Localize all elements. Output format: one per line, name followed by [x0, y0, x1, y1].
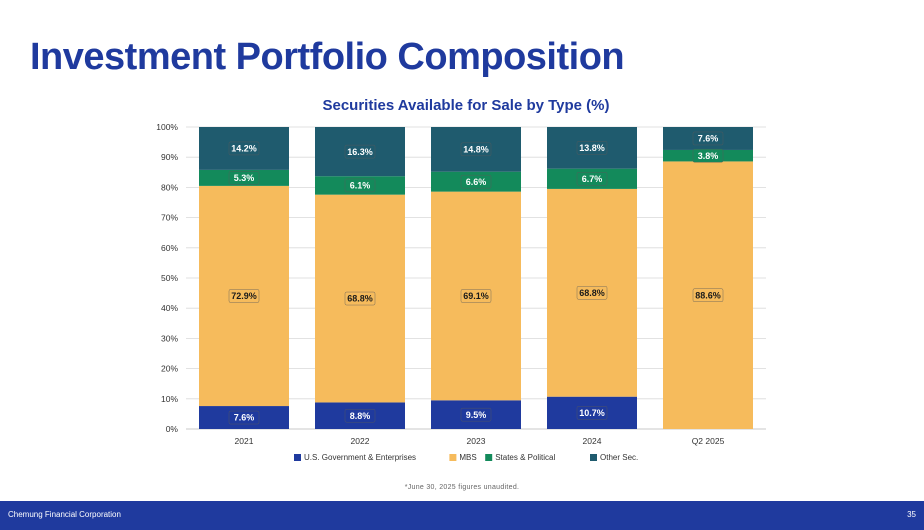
data-label-text: 5.3%: [234, 173, 255, 183]
data-label-text: 68.8%: [579, 288, 605, 298]
x-tick-label: 2023: [467, 436, 486, 446]
data-label-box: [228, 171, 260, 185]
data-label-text: 8.8%: [350, 411, 371, 421]
x-tick-label: 2024: [583, 436, 602, 446]
x-tick-label: Q2 2025: [692, 436, 725, 446]
data-label: 3.8%: [692, 148, 724, 163]
data-label-text: 7.6%: [234, 413, 255, 423]
data-label-text: 9.5%: [466, 410, 487, 420]
data-label-box: [344, 178, 376, 193]
legend-swatch: [485, 454, 493, 461]
legend: U.S. Government & Enterprises MBS States &…: [294, 453, 638, 462]
data-label-box: [576, 172, 608, 186]
data-label-text: 13.8%: [579, 143, 605, 153]
data-label-box: [344, 291, 376, 306]
legend-swatch: [590, 454, 597, 461]
data-label: 6.1%: [344, 178, 376, 193]
data-label-box: [228, 141, 260, 156]
data-label-box: [576, 406, 608, 420]
data-label-text: 69.1%: [463, 291, 489, 301]
data-label-text: 72.9%: [231, 291, 257, 301]
legend-label: Other Sec.: [600, 453, 638, 462]
data-label: 9.5%: [460, 407, 492, 422]
x-tick-label: 2022: [351, 436, 370, 446]
data-label-text: 68.8%: [347, 294, 373, 304]
legend-label: MBS: [459, 453, 476, 462]
data-label: 10.7%: [576, 406, 608, 420]
data-label: 7.6%: [228, 410, 260, 425]
stacked-bar-chart: Securities Available for Sale by Type (%…: [156, 97, 766, 462]
data-label-box: [460, 407, 492, 422]
data-label-box: [228, 289, 260, 303]
data-label-box: [692, 131, 724, 146]
data-label: 5.3%: [228, 171, 260, 185]
y-tick-label: 70%: [161, 213, 178, 223]
data-label-text: 14.8%: [463, 145, 489, 155]
data-label: 69.1%: [460, 289, 492, 303]
y-tick-label: 20%: [161, 364, 178, 374]
legend-item: U.S. Government & Enterprises: [294, 453, 416, 462]
data-label-box: [692, 288, 724, 302]
y-tick-label: 50%: [161, 273, 178, 283]
data-label-box: [692, 148, 724, 163]
y-tick-label: 10%: [161, 394, 178, 404]
chart-title: Securities Available for Sale by Type (%…: [322, 97, 609, 114]
y-tick-label: 40%: [161, 303, 178, 313]
y-axis-ticks: 0% 10% 20% 30% 40% 50% 60% 70% 80% 90% 100%: [156, 122, 178, 434]
data-label: 72.9%: [228, 289, 260, 303]
y-tick-label: 0%: [166, 424, 179, 434]
data-label-text: 6.6%: [466, 177, 487, 187]
footnote: *June 30, 2025 figures unaudited.: [404, 484, 520, 491]
data-label: 13.8%: [576, 141, 608, 155]
data-label: 68.8%: [344, 291, 376, 306]
data-label-text: 7.6%: [698, 134, 719, 144]
data-label-box: [228, 410, 260, 425]
legend-item: MBS: [449, 453, 477, 462]
legend-label: States & Political: [495, 453, 555, 462]
page-number: 35: [907, 510, 916, 519]
data-labels: 7.6% 72.9% 5.3% 14.2% 8.8% 68.8% 6.1% 16.3% 9.5%…: [228, 131, 724, 425]
data-label-text: 14.2%: [231, 144, 257, 154]
data-label: 88.6%: [692, 288, 724, 302]
data-label: 8.8%: [344, 409, 376, 423]
data-label-box: [576, 141, 608, 155]
y-tick-label: 30%: [161, 333, 178, 343]
data-label-box: [460, 142, 492, 157]
y-tick-label: 80%: [161, 182, 178, 192]
data-label-text: 16.3%: [347, 147, 373, 157]
data-label: 16.3%: [344, 144, 376, 159]
page-title: Investment Portfolio Composition: [30, 36, 625, 78]
legend-item: States & Political: [485, 453, 555, 462]
data-label-text: 10.7%: [579, 408, 605, 418]
data-label: 6.7%: [576, 172, 608, 186]
data-label: 7.6%: [692, 131, 724, 146]
data-label-text: 6.7%: [582, 174, 603, 184]
footer-company: Chemung Financial Corporation: [8, 510, 121, 519]
data-label-text: 88.6%: [695, 290, 721, 300]
legend-item: Other Sec.: [590, 453, 638, 462]
y-tick-label: 100%: [156, 122, 178, 132]
data-label: 68.8%: [576, 286, 608, 300]
legend-swatch: [294, 454, 301, 461]
legend-swatch: [449, 454, 457, 461]
data-label-text: 6.1%: [350, 181, 371, 191]
data-label-box: [576, 286, 608, 300]
data-label-box: [344, 409, 376, 423]
data-label-box: [460, 174, 492, 189]
data-label: 14.2%: [228, 141, 260, 156]
data-label-text: 3.8%: [698, 151, 719, 161]
data-label: 6.6%: [460, 174, 492, 189]
y-tick-label: 90%: [161, 152, 178, 162]
legend-label: U.S. Government & Enterprises: [304, 453, 416, 462]
bars: [199, 127, 753, 430]
footer-bar: Chemung Financial Corporation 35: [0, 501, 924, 530]
x-axis-ticks: 2021 2022 2023 2024 Q2 2025: [235, 436, 725, 446]
y-tick-label: 60%: [161, 243, 178, 253]
data-label-box: [344, 144, 376, 159]
data-label-box: [460, 289, 492, 303]
data-label: 14.8%: [460, 142, 492, 157]
x-tick-label: 2021: [235, 436, 254, 446]
